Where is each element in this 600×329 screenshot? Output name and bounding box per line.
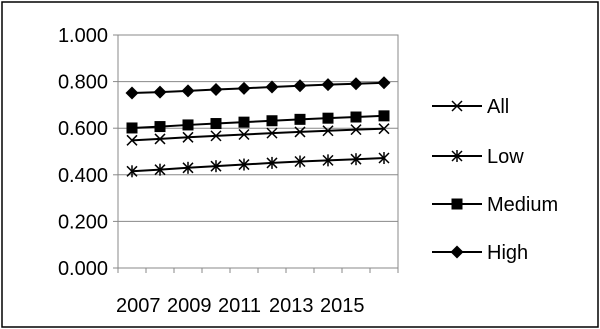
x-tick-label: 2011 (218, 295, 261, 317)
legend-item-medium: Medium (432, 194, 558, 216)
x-tick-label: 2013 (269, 295, 314, 317)
marker-legend-low (451, 150, 463, 162)
marker-high (181, 84, 195, 98)
marker-medium (182, 119, 194, 131)
y-tick-label: 0.400 (58, 165, 108, 187)
y-tick-label: 0.200 (58, 211, 108, 233)
marker-high (237, 81, 251, 95)
marker-legend-all (451, 100, 463, 112)
series-line-low (131, 157, 385, 173)
marker-medium (126, 122, 138, 134)
marker-all (182, 131, 194, 143)
marker-all (126, 134, 138, 146)
marker-medium (322, 112, 334, 124)
marker-high (321, 78, 335, 92)
marker-high (377, 76, 391, 90)
marker-low (182, 161, 194, 174)
marker-all (266, 127, 278, 139)
legend-label: High (487, 242, 528, 264)
y-tick-label: 1.000 (58, 25, 108, 47)
marker-all (294, 126, 306, 138)
marker-medium (350, 111, 362, 123)
series-layer (125, 76, 391, 178)
marker-all (238, 128, 250, 141)
marker-low (154, 163, 166, 176)
marker-high (209, 83, 223, 97)
marker-all (154, 133, 166, 145)
marker-low (322, 154, 334, 167)
marker-all (322, 125, 334, 137)
marker-medium (210, 118, 222, 130)
marker-low (266, 156, 278, 169)
x-tick-label: 2015 (320, 295, 365, 317)
legend-label: Medium (487, 194, 558, 216)
legend-item-low: Low (432, 146, 524, 168)
marker-medium (294, 113, 306, 125)
axis-layer: 1.000 0.800 0.600 0.400 0.200 0.000 2007 2009 20… (58, 25, 399, 317)
marker-low (210, 160, 222, 173)
marker-low (126, 165, 138, 178)
marker-medium (238, 116, 250, 128)
marker-all (210, 130, 222, 142)
marker-high (125, 86, 139, 100)
y-tick-label: 0.600 (58, 118, 108, 140)
marker-high (265, 80, 279, 94)
legend-label: Low (487, 146, 524, 168)
marker-legend-high (450, 245, 464, 259)
marker-low (350, 153, 362, 166)
x-tick-label: 2007 (116, 295, 161, 317)
marker-low (238, 158, 250, 171)
legend-label: All (487, 96, 509, 118)
marker-high (349, 77, 363, 91)
legend-layer: All Low Medium High (432, 96, 558, 264)
marker-high (153, 85, 167, 99)
marker-low (294, 155, 306, 168)
series-line-medium (131, 114, 385, 129)
marker-medium (154, 121, 166, 133)
marker-all (378, 123, 390, 135)
marker-high (293, 79, 307, 93)
x-tick-label: 2009 (167, 295, 212, 317)
marker-medium (266, 115, 278, 127)
series-line-all (131, 127, 385, 142)
marker-medium (378, 110, 390, 122)
marker-low (378, 152, 390, 165)
marker-all (350, 124, 362, 136)
legend-item-all: All (432, 96, 509, 118)
series-line-high (131, 81, 385, 95)
y-tick-label: 0.000 (58, 258, 108, 280)
marker-legend-medium (451, 198, 463, 210)
legend-item-high: High (432, 242, 528, 264)
y-tick-label: 0.800 (58, 72, 108, 94)
